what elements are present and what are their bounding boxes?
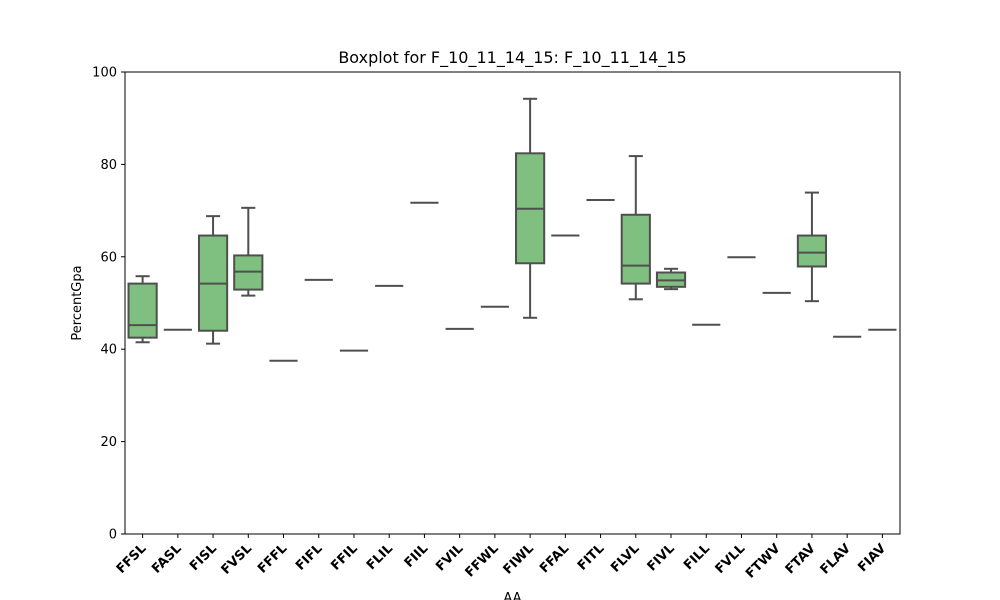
chart-title: Boxplot for F_10_11_14_15: F_10_11_14_15 <box>338 48 686 68</box>
x-tick-label: FVSL <box>219 541 255 577</box>
x-tick-label: FITL <box>575 541 607 573</box>
box-fiwl <box>515 97 546 319</box>
y-tick-label: 100 <box>92 66 117 81</box>
x-tick-label: FIWL <box>501 541 537 577</box>
y-tick-label: 40 <box>100 343 117 358</box>
x-tick-label: FIVL <box>645 541 678 574</box>
y-axis: 0 20 40 60 80 100 <box>92 66 125 543</box>
x-tick-label: FFAL <box>537 541 572 576</box>
x-tick-label: FISL <box>187 541 220 574</box>
y-tick-label: 0 <box>109 528 117 543</box>
x-tick-label: FTWV <box>743 541 783 581</box>
box-fivl <box>655 267 687 291</box>
box-flvl <box>620 155 651 301</box>
x-tick-label: FLAV <box>818 541 854 577</box>
box-series <box>127 97 897 362</box>
x-tick-label: FLIL <box>364 541 396 573</box>
box-fisl <box>197 215 229 345</box>
x-tick-label: FTAV <box>783 541 819 577</box>
x-tick-label: FFSL <box>114 541 150 577</box>
x-tick-label: FLVL <box>608 541 642 575</box>
x-tick-label: FIFL <box>293 541 325 573</box>
iqr-box <box>620 213 651 285</box>
box-fvsl <box>233 206 264 297</box>
x-tick-label: FIAV <box>855 541 889 575</box>
iqr-box <box>796 234 828 268</box>
x-axis-label: AA <box>503 591 521 600</box>
x-tick-label: FASL <box>149 541 184 576</box>
x-tick-label: FILL <box>681 541 713 573</box>
plot-frame <box>124 71 901 535</box>
box-ftav <box>796 191 828 303</box>
box-ffsl <box>127 275 158 344</box>
y-tick-label: 80 <box>100 158 117 173</box>
x-tick-label: FFFL <box>255 541 290 576</box>
x-tick-label: FIIL <box>402 541 432 571</box>
y-tick-label: 20 <box>100 435 117 450</box>
x-tick-label: FFWL <box>463 541 502 580</box>
x-tick-label: FFIL <box>328 541 360 573</box>
y-axis-label: PercentGpa <box>70 265 85 340</box>
y-tick-label: 60 <box>100 250 117 265</box>
iqr-box <box>127 282 158 339</box>
